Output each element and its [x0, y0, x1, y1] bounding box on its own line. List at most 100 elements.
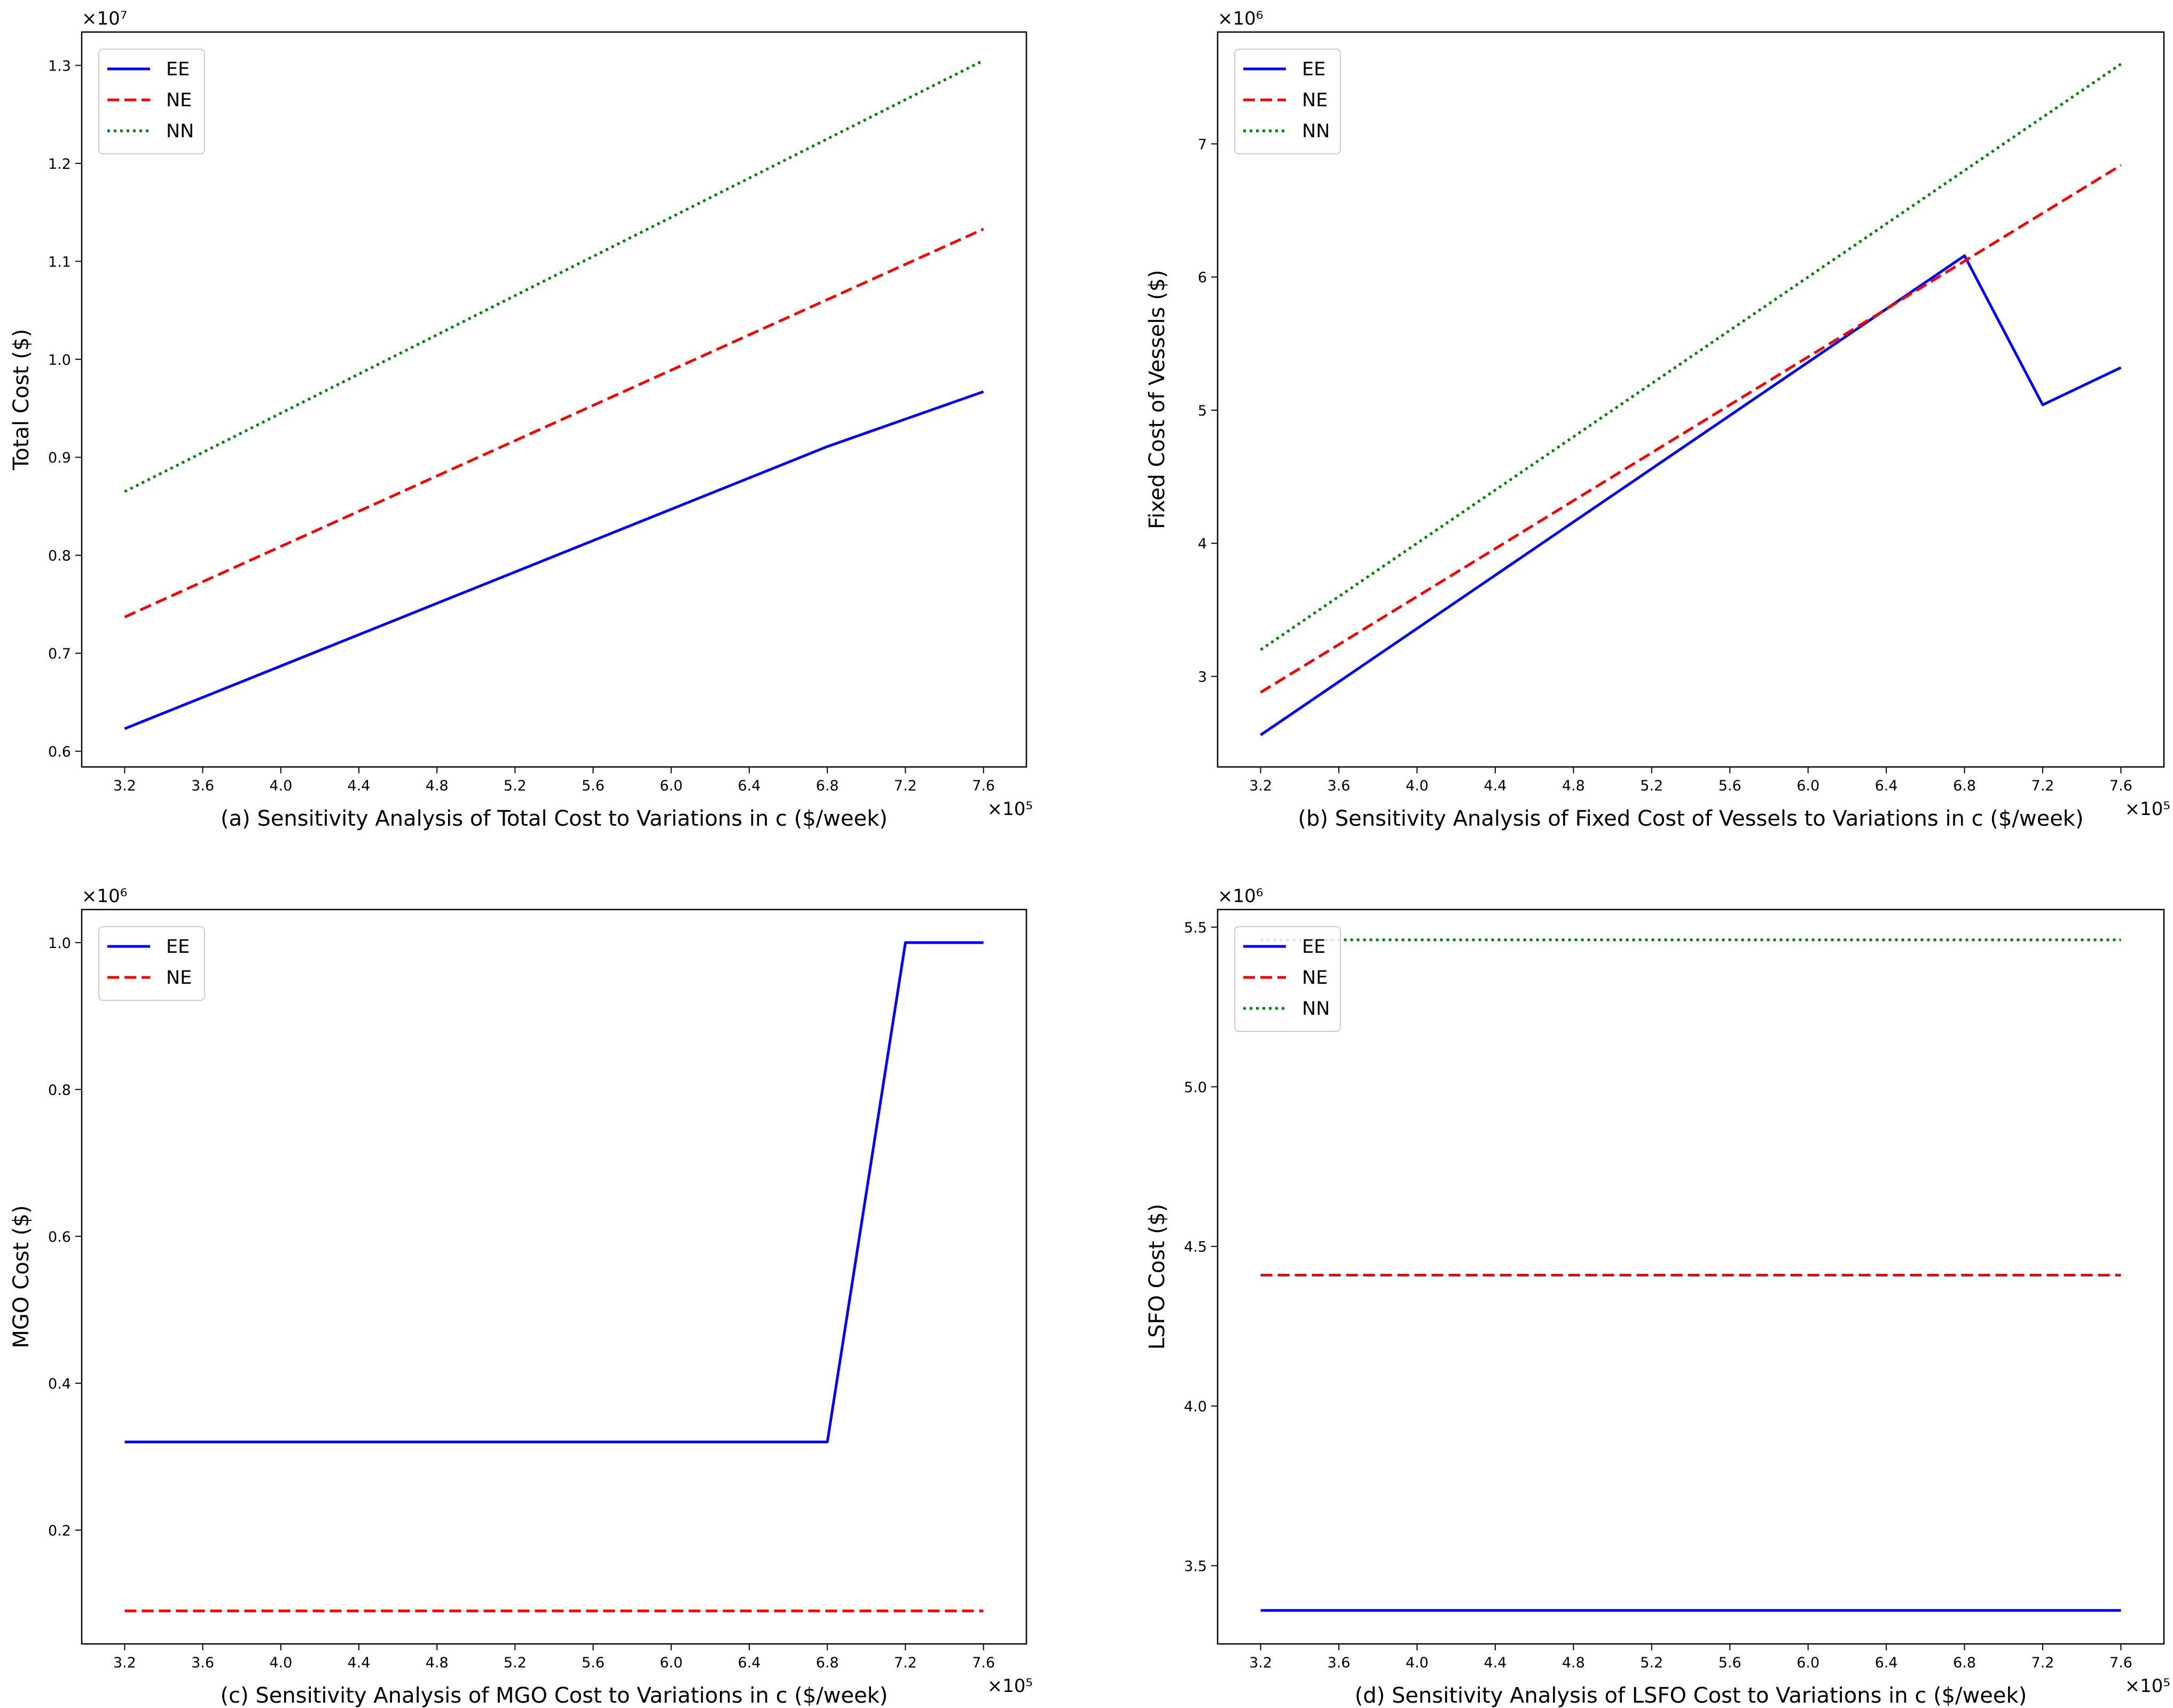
y-multiplier: ×10⁷	[82, 8, 127, 29]
legend: EE NE NN	[1234, 49, 1341, 154]
x-tick-label: 5.6	[582, 778, 605, 794]
legend-label-ne: NE	[1302, 967, 1328, 989]
x-tick-label: 6.8	[816, 778, 839, 794]
legend-label-ne: NE	[166, 967, 192, 989]
x-axis-label: (b) Sensitivity Analysis of Fixed Cost o…	[1298, 806, 2083, 831]
x-tick-label: 7.6	[972, 778, 995, 794]
y-tick-label: 4.0	[1184, 1399, 1207, 1415]
x-tick-label: 4.4	[348, 1655, 371, 1671]
x-tick-label: 7.6	[2109, 1655, 2132, 1671]
plot-frame	[1217, 908, 2165, 1645]
y-multiplier: ×10⁶	[82, 886, 127, 907]
y-tick-label: 4	[1198, 536, 1207, 552]
x-tick-label: 7.2	[2031, 1655, 2054, 1671]
y-multiplier: ×10⁶	[1218, 8, 1263, 29]
x-tick-label: 4.8	[426, 1655, 449, 1671]
y-tick-label: 5	[1198, 403, 1207, 419]
chart-panel-d: 3.2 3.6 4.0 4.4 4.8 5.2 5.6 6.0 6.4 6.8 7.2 7.6 3.5 4…	[1145, 886, 2170, 1708]
x-tick-label: 6.4	[738, 778, 761, 794]
legend-label-ne: NE	[166, 90, 192, 111]
series-line-ee	[124, 941, 984, 1444]
y-tick-label: 5.5	[1184, 920, 1207, 936]
x-tick-label: 3.2	[1249, 778, 1272, 794]
y-tick-label: 0.4	[48, 1376, 71, 1392]
x-tick-label: 6.0	[1797, 1655, 1819, 1671]
series-line-ee	[124, 390, 984, 730]
x-tick-label: 6.8	[1953, 778, 1976, 794]
legend-label-nn: NN	[1302, 121, 1330, 142]
x-tick-label: 6.8	[1953, 1655, 1976, 1671]
x-multiplier: ×10⁵	[987, 798, 1033, 820]
legend-label-nn: NN	[166, 121, 194, 142]
x-tick-label: 5.2	[1640, 1655, 1663, 1671]
series-line-ne	[1260, 164, 2122, 694]
x-tick-label: 3.6	[1328, 778, 1351, 794]
x-axis-label: (c) Sensitivity Analysis of MGO Cost to …	[220, 1683, 888, 1708]
x-axis-label: (d) Sensitivity Analysis of LSFO Cost to…	[1355, 1683, 2027, 1708]
x-tick-label: 5.6	[582, 1655, 605, 1671]
series-line-ne	[124, 228, 984, 618]
x-multiplier: ×10⁵	[2125, 1675, 2170, 1697]
y-tick-label: 5.0	[1184, 1079, 1207, 1096]
legend: EE NE NN	[98, 49, 205, 154]
x-tick-label: 4.0	[1406, 1655, 1429, 1671]
x-tick-label: 5.2	[504, 778, 527, 794]
x-tick-label: 6.0	[1797, 778, 1819, 794]
legend-box	[1234, 926, 1341, 1032]
x-tick-label: 6.0	[660, 1655, 683, 1671]
x-tick-label: 7.2	[894, 1655, 917, 1671]
x-tick-label: 4.8	[1562, 1655, 1585, 1671]
y-axis-label: LSFO Cost ($)	[1145, 1204, 1170, 1350]
x-tick-label: 3.6	[191, 778, 214, 794]
y-tick-label: 1.0	[48, 352, 71, 369]
x-tick-label: 4.0	[1406, 778, 1429, 794]
legend-label-nn: NN	[1302, 998, 1330, 1020]
legend-box	[98, 49, 205, 154]
x-tick-label: 5.2	[1640, 778, 1663, 794]
series-line-nn	[1260, 62, 2122, 651]
y-multiplier: ×10⁶	[1218, 886, 1263, 907]
x-tick-label: 3.6	[1328, 1655, 1351, 1671]
y-tick-label: 0.6	[48, 744, 71, 761]
plot-frame	[81, 908, 1027, 1645]
x-multiplier: ×10⁵	[987, 1675, 1033, 1697]
legend: EE NE	[98, 926, 205, 1001]
chart-panel-b: 3.2 3.6 4.0 4.4 4.8 5.2 5.6 6.0 6.4 6.8 7.2 7.6 3 4 5 6…	[1145, 8, 2170, 831]
chart-panel-a: 3.2 3.6 4.0 4.4 4.8 5.2 5.6 6.0 6.4 6.8 7.2 7.6 0.6 0…	[9, 8, 1033, 831]
x-tick-label: 3.2	[1249, 1655, 1272, 1671]
y-tick-label: 4.5	[1184, 1239, 1207, 1256]
y-tick-label: 7	[1198, 136, 1207, 153]
y-tick-label: 1.2	[48, 156, 71, 173]
y-tick-label: 1.0	[48, 935, 71, 952]
legend-label-ee: EE	[166, 59, 190, 80]
y-tick-label: 0.7	[48, 646, 71, 662]
x-tick-label: 7.6	[972, 1655, 995, 1671]
y-axis-label: Fixed Cost of Vessels ($)	[1145, 270, 1170, 529]
y-tick-label: 1.1	[48, 254, 71, 270]
y-tick-label: 0.6	[48, 1229, 71, 1245]
x-multiplier: ×10⁵	[2125, 798, 2170, 820]
x-tick-label: 5.6	[1719, 778, 1741, 794]
legend-label-ne: NE	[1302, 90, 1328, 111]
y-axis-label: MGO Cost ($)	[9, 1205, 34, 1348]
x-tick-label: 3.6	[191, 1655, 214, 1671]
x-tick-label: 6.4	[1875, 778, 1898, 794]
plot-frame	[1217, 31, 2165, 768]
series-line-ee	[1260, 254, 2122, 737]
legend-label-ee: EE	[1302, 59, 1325, 80]
legend-label-ee: EE	[166, 936, 190, 958]
y-tick-label: 0.8	[48, 548, 71, 565]
x-tick-label: 4.0	[269, 778, 292, 794]
y-tick-label: 0.8	[48, 1082, 71, 1099]
y-tick-label: 0.2	[48, 1523, 71, 1539]
y-tick-label: 3.5	[1184, 1558, 1207, 1575]
x-tick-label: 6.4	[1875, 1655, 1898, 1671]
x-tick-label: 4.4	[348, 778, 371, 794]
x-tick-label: 3.2	[113, 778, 136, 794]
x-tick-label: 6.0	[660, 778, 683, 794]
plot-frame	[81, 31, 1027, 768]
x-tick-label: 4.0	[269, 1655, 292, 1671]
x-tick-label: 4.8	[1562, 778, 1585, 794]
x-tick-label: 6.4	[738, 1655, 761, 1671]
